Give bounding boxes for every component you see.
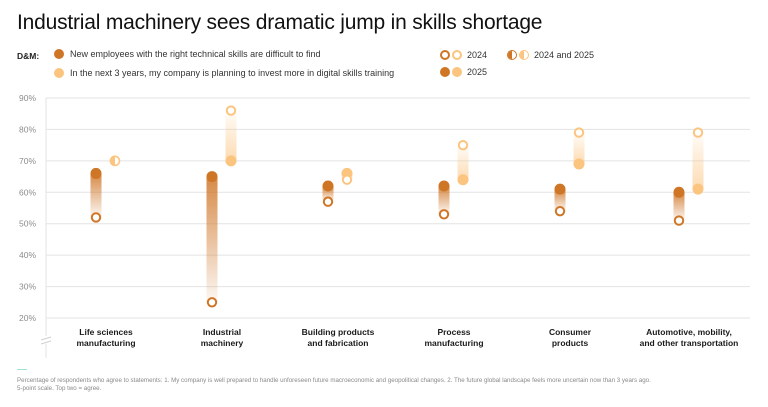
y-tick-label: 50% [19, 219, 36, 229]
category-label-line: manufacturing [424, 338, 484, 348]
legend-group-label: D&M: [17, 51, 40, 61]
category-label-line: machinery [200, 338, 244, 348]
marker-2025 [225, 155, 237, 167]
category-label-line: manufacturing [76, 338, 136, 348]
marker-2024 [692, 127, 704, 138]
marker-2024 [341, 174, 353, 185]
marker-2024 [322, 196, 334, 207]
y-tick-label: 30% [19, 282, 36, 292]
category-label-line: Consumer [548, 327, 592, 337]
solid-light-icon [452, 67, 462, 77]
category-label-line: Building products [301, 327, 375, 337]
y-tick-label: 40% [19, 250, 36, 260]
footnote: Percentage of respondents who agree to s… [17, 377, 651, 393]
marker-2024 [554, 205, 566, 217]
category-label: Consumer products [500, 327, 640, 349]
chart-title: Industrial machinery sees dramatic jump … [17, 11, 543, 34]
legend-label-difficult-to-find: New employees with the right technical s… [70, 49, 321, 59]
legend-label-2025: 2025 [467, 67, 488, 77]
half-dark-icon [507, 50, 517, 60]
y-tick-label: 60% [19, 187, 36, 197]
marker-2025 [206, 171, 218, 183]
y-tick-label: 80% [19, 124, 36, 134]
category-label-line: Process [437, 327, 471, 337]
range-bar [438, 186, 450, 215]
marker-2024 [225, 105, 237, 116]
range-bar [573, 132, 585, 164]
legend-dot-light-icon [54, 68, 64, 78]
category-label: Industrial machinery [152, 327, 292, 349]
marker-2025 [554, 183, 566, 195]
legend-label-2024: 2024 [467, 50, 488, 60]
legend-item-2024-and-2025: 2024 and 2025 [507, 50, 594, 60]
range-bar [206, 176, 218, 303]
legend-item-invest-digital: In the next 3 years, my company is plann… [54, 68, 394, 78]
legend-label-2024-and-2025: 2024 and 2025 [534, 50, 595, 60]
ring-light-icon [452, 50, 462, 60]
axis-break-mark [40, 336, 52, 341]
footnote-line-2: 5-point scale. Top two = agree. [17, 385, 102, 392]
legend-label-invest-digital: In the next 3 years, my company is plann… [70, 68, 395, 78]
category-label: Building products and fabrication [268, 327, 408, 349]
range-bar [673, 192, 685, 221]
legend-item-2024: 2024 [440, 50, 487, 60]
axis-break-mark [40, 340, 52, 345]
y-tick-label: 20% [19, 313, 36, 323]
range-bar [692, 132, 704, 190]
marker-2025 [457, 174, 469, 186]
marker-2025 [673, 186, 685, 198]
category-label: Automotive, mobility, and other transport… [619, 327, 759, 349]
marker-2024 [438, 209, 450, 220]
marker-2024 [206, 297, 218, 308]
ring-dark-icon [440, 50, 450, 60]
solid-dark-icon [440, 67, 450, 77]
marker-2024 [457, 139, 469, 151]
marker-2025 [90, 167, 102, 179]
y-tick-label: 90% [19, 93, 36, 103]
footnote-accent-line [17, 369, 27, 370]
range-bar [90, 173, 102, 218]
marker-2024 [673, 215, 685, 226]
marker-2025 [438, 180, 450, 192]
category-label: Process manufacturing [384, 327, 524, 349]
range-bar [554, 189, 566, 212]
marker-2024 [573, 127, 585, 138]
footnote-line-1: Percentage of respondents who agree to s… [17, 377, 651, 384]
marker-2025 [573, 158, 585, 170]
range-bar [457, 145, 469, 180]
category-label-line: Life sciences [79, 327, 133, 337]
marker-2024 [90, 212, 102, 223]
category-label-line: and fabrication [307, 338, 369, 348]
category-label-line: Industrial [202, 327, 242, 337]
range-bar [225, 110, 237, 161]
marker-2025 [692, 183, 704, 195]
half-light-icon [519, 50, 529, 60]
legend-dot-dark-icon [54, 49, 64, 59]
category-label: Life sciences manufacturing [36, 327, 176, 349]
category-label-line: Automotive, mobility, [646, 327, 732, 337]
y-tick-label: 70% [19, 156, 36, 166]
marker-2024-and-2025-fill [109, 155, 115, 167]
legend-item-difficult-to-find: New employees with the right technical s… [54, 49, 320, 59]
category-label-line: products [551, 338, 589, 348]
marker-2025 [322, 180, 334, 192]
range-bar [322, 186, 334, 202]
category-label-line: and other transportation [639, 338, 739, 348]
legend-item-2025: 2025 [440, 67, 487, 77]
